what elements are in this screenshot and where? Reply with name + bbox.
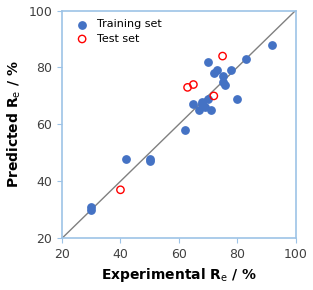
Training set bbox=[200, 99, 205, 104]
Training set bbox=[220, 74, 225, 78]
Training set bbox=[208, 108, 213, 113]
Training set bbox=[89, 204, 94, 209]
Training set bbox=[235, 97, 240, 101]
Training set bbox=[191, 102, 196, 107]
Training set bbox=[89, 207, 94, 212]
Test set bbox=[118, 187, 123, 192]
Training set bbox=[270, 42, 275, 47]
Training set bbox=[211, 71, 216, 75]
Training set bbox=[203, 105, 208, 110]
Test set bbox=[211, 94, 216, 98]
Test set bbox=[185, 85, 190, 90]
Legend: Training set, Test set: Training set, Test set bbox=[68, 16, 165, 47]
Training set bbox=[197, 108, 202, 113]
Training set bbox=[124, 156, 129, 161]
Training set bbox=[220, 79, 225, 84]
Y-axis label: Predicted R$_\mathrm{e}$ / %: Predicted R$_\mathrm{e}$ / % bbox=[6, 61, 23, 188]
Training set bbox=[205, 59, 210, 64]
Training set bbox=[182, 128, 187, 132]
Training set bbox=[147, 156, 152, 161]
Training set bbox=[214, 68, 219, 72]
Training set bbox=[205, 97, 210, 101]
Training set bbox=[223, 82, 228, 87]
Test set bbox=[220, 54, 225, 58]
Training set bbox=[244, 57, 249, 61]
Test set bbox=[191, 82, 196, 87]
Training set bbox=[200, 102, 205, 107]
Training set bbox=[147, 159, 152, 164]
Training set bbox=[229, 68, 234, 72]
X-axis label: Experimental R$_\mathrm{e}$ / %: Experimental R$_\mathrm{e}$ / % bbox=[101, 267, 257, 284]
